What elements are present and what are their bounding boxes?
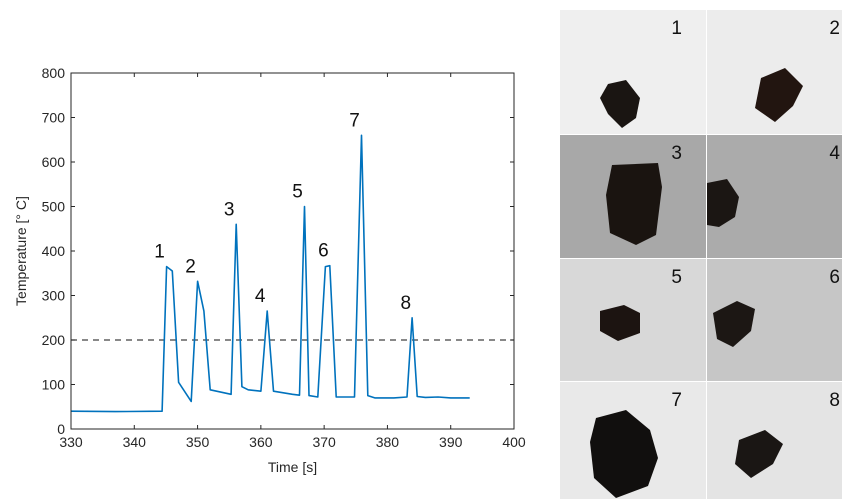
panel-number-label: 3 bbox=[671, 143, 682, 164]
y-tick-label: 200 bbox=[42, 332, 66, 348]
y-tick-label: 300 bbox=[42, 288, 66, 304]
particle-blob bbox=[713, 301, 755, 347]
particle-blob-image bbox=[590, 410, 658, 498]
peak-label: 8 bbox=[400, 293, 411, 314]
x-tick-label: 360 bbox=[249, 434, 273, 450]
particle-blob-image bbox=[713, 301, 755, 347]
peak-label: 5 bbox=[292, 182, 303, 203]
temperature-series-line bbox=[70, 134, 470, 413]
y-tick-label: 700 bbox=[42, 110, 66, 126]
particle-blob-image bbox=[600, 80, 640, 128]
x-tick-label: 340 bbox=[123, 434, 147, 450]
peak-label: 3 bbox=[224, 199, 235, 220]
particle-blob-image bbox=[755, 68, 803, 122]
particle-blob bbox=[707, 179, 739, 227]
particle-blob bbox=[590, 410, 658, 498]
panel-number-label: 7 bbox=[671, 390, 682, 411]
x-tick-label: 380 bbox=[376, 434, 400, 450]
y-tick-label: 100 bbox=[42, 377, 66, 393]
y-tick-label: 0 bbox=[57, 421, 65, 437]
particle-blob bbox=[606, 163, 662, 245]
panel-number-label: 2 bbox=[829, 18, 840, 39]
x-axis-title: Time [s] bbox=[268, 459, 317, 475]
image-panel-6: 6 bbox=[707, 259, 842, 381]
x-tick-label: 400 bbox=[502, 434, 526, 450]
image-panel-3: 3 bbox=[560, 135, 706, 258]
panel-number-label: 6 bbox=[829, 267, 840, 288]
x-tick-label: 370 bbox=[312, 434, 336, 450]
image-panel-grid: 1 2 3 4 5 6 7 8 bbox=[560, 10, 842, 499]
particle-blob bbox=[735, 430, 783, 478]
particle-blob bbox=[755, 68, 803, 122]
y-tick-label: 400 bbox=[42, 243, 66, 259]
y-axis-title: Temperature [° C] bbox=[13, 196, 29, 306]
particle-blob-image bbox=[707, 179, 739, 227]
panel-number-label: 5 bbox=[671, 267, 682, 288]
y-tick-label: 500 bbox=[42, 199, 66, 215]
particle-blob-image bbox=[735, 430, 783, 478]
image-panel-8: 8 bbox=[707, 382, 842, 499]
peak-label: 4 bbox=[255, 286, 266, 307]
particle-blob-image bbox=[600, 305, 640, 341]
panel-number-label: 4 bbox=[829, 143, 840, 164]
panel-number-label: 8 bbox=[829, 390, 840, 411]
x-tick-label: 350 bbox=[186, 434, 210, 450]
peak-label: 1 bbox=[154, 242, 165, 263]
y-tick-label: 600 bbox=[42, 154, 66, 170]
panel-number-label: 1 bbox=[671, 18, 682, 39]
image-panel-5: 5 bbox=[560, 259, 706, 381]
image-panel-2: 2 bbox=[707, 10, 842, 134]
plot-area bbox=[71, 73, 514, 429]
peak-label: 2 bbox=[185, 256, 196, 277]
particle-blob-image bbox=[606, 163, 662, 245]
image-panel-4: 4 bbox=[707, 135, 842, 258]
particle-blob bbox=[600, 80, 640, 128]
temperature-chart: 330 340 350 360 370 380 390 400 0 100 200 300 400 500… bbox=[13, 65, 526, 475]
image-panel-1: 1 bbox=[560, 10, 706, 134]
peak-label: 7 bbox=[349, 110, 360, 131]
peak-label: 6 bbox=[318, 241, 329, 262]
y-tick-label: 800 bbox=[42, 65, 66, 81]
x-tick-label: 390 bbox=[439, 434, 463, 450]
x-tick-label: 330 bbox=[59, 434, 83, 450]
particle-blob bbox=[600, 305, 640, 341]
image-panel-7: 7 bbox=[560, 382, 706, 499]
